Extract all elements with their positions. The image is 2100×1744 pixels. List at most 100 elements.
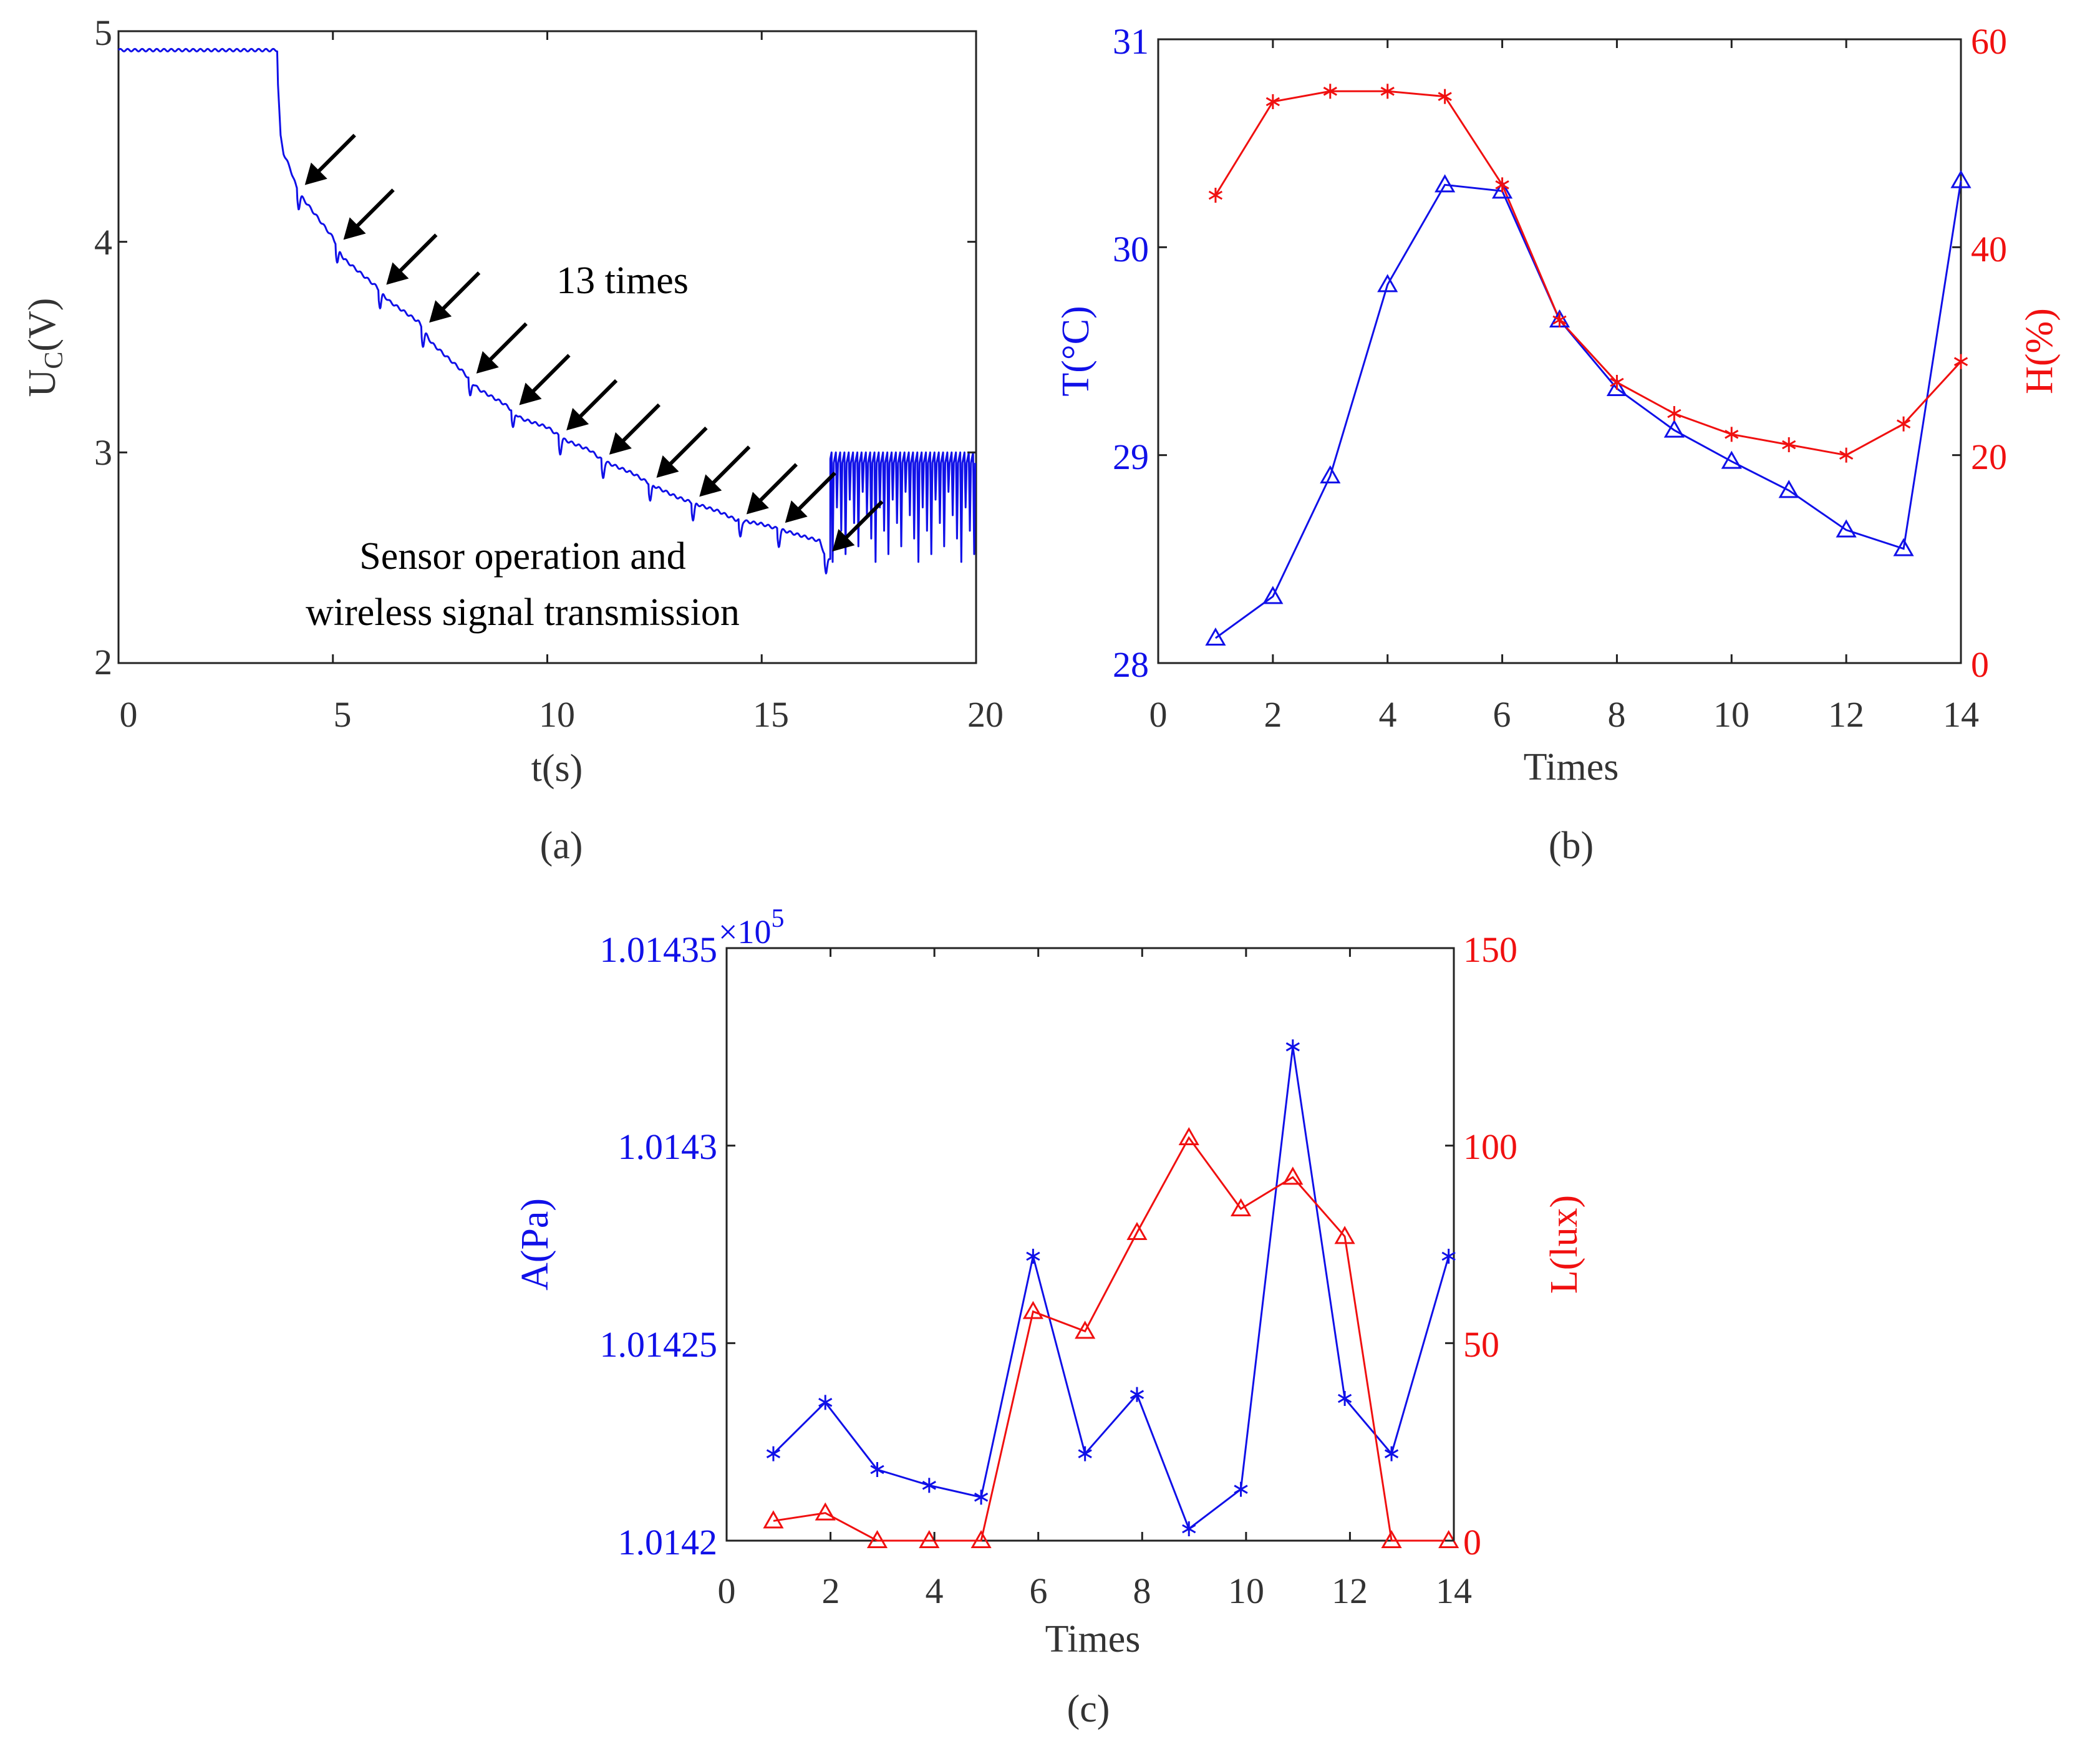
panel-b-xtick-0: 0 <box>1149 694 1168 735</box>
panel-a-ytick-3: 3 <box>94 432 112 473</box>
panel-c-ylabel-right: L(lux) <box>1543 1195 1585 1294</box>
panel-c-pressure-point-4 <box>922 1478 936 1493</box>
panel-a-annotation-count: 13 times <box>556 259 689 302</box>
panel-a-xtick-15: 15 <box>753 694 789 735</box>
panel-c-light-point-7 <box>1075 1320 1096 1339</box>
panel-a-arrow-11 <box>746 463 798 515</box>
panel-b-temperature-point-1 <box>1205 627 1226 646</box>
panel-b-ytick-left-28: 28 <box>1113 644 1149 685</box>
panel-c-ylabel-left: A(Pa) <box>514 1198 556 1291</box>
panel-b-temperature-point-8 <box>1606 377 1628 396</box>
panel-b-humidity-point-3 <box>1323 84 1337 99</box>
panel-a-caption: (a) <box>540 825 583 867</box>
panel-c-light-point-5 <box>970 1529 992 1548</box>
panel-a-arrow-5 <box>476 322 528 374</box>
panel-c-caption: (c) <box>1067 1688 1110 1730</box>
panel-c-multiplier-exp: 5 <box>771 904 784 933</box>
panel-c-light-point-12 <box>1334 1226 1355 1244</box>
panel-a-xtick-10: 10 <box>539 694 575 735</box>
panel-c-pressure-point-14 <box>1441 1249 1456 1264</box>
panel-c-light-point-10 <box>1230 1198 1252 1216</box>
panel-b-left-yticks: 28 29 30 31 <box>1113 21 1149 685</box>
panel-c-left-yticks: 1.0142 1.01425 1.0143 1.01435 <box>600 929 718 1562</box>
panel-a-tick-marks <box>117 30 977 664</box>
panel-b-temperature-humidity-chart: 0 2 4 6 8 10 12 14 28 29 30 31 0 20 40 6… <box>1055 21 2061 867</box>
panel-c-light-point-2 <box>815 1502 836 1521</box>
panel-c-plot-frame <box>725 947 1455 1542</box>
panel-b-humidity-point-4 <box>1380 84 1395 99</box>
panel-c-xtick-12: 12 <box>1332 1571 1368 1611</box>
panel-b-temperature-point-10 <box>1721 450 1742 469</box>
panel-c-xtick-0: 0 <box>718 1571 736 1611</box>
panel-b-temperature-point-12 <box>1836 519 1857 538</box>
panel-c-xticks: 0 2 4 6 8 10 12 14 <box>718 1571 1473 1611</box>
panel-b-xtick-6: 6 <box>1493 694 1511 735</box>
panel-b-xtick-10: 10 <box>1713 694 1749 735</box>
panel-a-arrow-9 <box>656 426 708 478</box>
panel-c-pressure-point-7 <box>1078 1446 1092 1461</box>
panel-b-xlabel: Times <box>1524 746 1619 788</box>
panel-c-light-point-6 <box>1022 1301 1043 1319</box>
panel-b-temperature-point-11 <box>1778 480 1799 498</box>
panel-b-humidity-point-11 <box>1782 437 1796 452</box>
panel-c-light-point-1 <box>763 1510 784 1529</box>
panel-b-temperature-point-4 <box>1377 274 1398 293</box>
panel-a-voltage-chart: 0 5 10 15 20 2 3 4 5 t(s) UC(V) 13 times… <box>21 12 1004 867</box>
panel-a-arrow-1 <box>304 133 356 185</box>
panel-c-pressure-point-2 <box>818 1395 833 1410</box>
panel-c-pressure-point-6 <box>1026 1249 1040 1264</box>
panel-a-xlabel: t(s) <box>531 747 583 790</box>
panel-a-annotation-line1: Sensor operation and <box>359 535 685 578</box>
panel-b-plot-frame <box>1157 38 1962 664</box>
panel-a-arrow-10 <box>699 445 751 497</box>
panel-b-ytick-left-31: 31 <box>1113 21 1149 62</box>
panel-b-ytick-right-0: 0 <box>1971 644 1989 685</box>
panel-a-ytick-4: 4 <box>94 222 112 263</box>
panel-b-humidity-point-2 <box>1265 94 1280 109</box>
panel-b-humidity-series-line <box>1214 90 1962 457</box>
panel-b-humidity-point-9 <box>1667 406 1681 421</box>
panel-c-pressure-point-9 <box>1182 1521 1196 1536</box>
panel-a-ticks: 0 5 10 15 20 2 3 4 5 <box>94 12 1004 735</box>
panel-c-xtick-14: 14 <box>1436 1571 1472 1611</box>
panel-c-multiplier-base: ×10 <box>719 913 771 951</box>
panel-b-temperature-point-2 <box>1262 586 1284 604</box>
panel-c-ytick-left-2: 1.0143 <box>618 1126 718 1167</box>
panel-a-ylabel-sub: C <box>40 352 69 369</box>
panel-b-temperature-point-14 <box>1950 170 1972 188</box>
panel-b-temperature-series-line <box>1215 180 1962 639</box>
panel-c-pressure-point-5 <box>974 1490 989 1505</box>
panel-a-arrow-12 <box>785 472 836 523</box>
panel-b-humidity-point-6 <box>1495 177 1509 193</box>
panel-c-pressure-point-12 <box>1337 1391 1352 1406</box>
panel-a-annotation-line2: wireless signal transmission <box>306 591 740 634</box>
panel-c-ytick-left-1: 1.01425 <box>600 1324 718 1365</box>
panel-a-arrow-6 <box>519 354 571 405</box>
panel-a-arrow-3 <box>386 233 438 285</box>
panel-b-tick-marks <box>1157 38 1962 664</box>
panel-c-tick-marks <box>725 947 1455 1542</box>
panel-a-ylabel-main: U <box>21 369 64 397</box>
panel-c-ytick-left-3: 1.01435 <box>600 929 718 970</box>
panel-c-ytick-right-50: 50 <box>1463 1324 1499 1365</box>
panel-c-right-yticks: 0 50 100 150 <box>1463 929 1517 1562</box>
panel-c-markers <box>763 1039 1459 1548</box>
panel-c-pressure-point-8 <box>1130 1387 1144 1402</box>
panel-b-ylabel-right: H(%) <box>2018 308 2061 394</box>
panel-b-temperature-point-3 <box>1320 465 1341 483</box>
panel-b-humidity-point-7 <box>1552 312 1567 327</box>
panel-a-xtick-0: 0 <box>120 694 138 735</box>
panel-c-pressure-point-10 <box>1234 1481 1248 1497</box>
panel-c-multiplier: ×105 <box>719 904 784 951</box>
panel-a-arrow-2 <box>343 188 395 240</box>
panel-b-markers <box>1205 84 1972 646</box>
panel-a-ytick-5: 5 <box>94 12 112 53</box>
panel-b-ytick-right-20: 20 <box>1971 437 2007 477</box>
panel-b-temperature-point-9 <box>1663 419 1685 438</box>
panel-c-light-point-9 <box>1178 1126 1199 1145</box>
panel-b-right-yticks: 0 20 40 60 <box>1971 21 2007 685</box>
panel-a-arrow-13 <box>832 500 884 552</box>
panel-c-xtick-10: 10 <box>1228 1571 1264 1611</box>
panel-c-xtick-8: 8 <box>1133 1571 1151 1611</box>
